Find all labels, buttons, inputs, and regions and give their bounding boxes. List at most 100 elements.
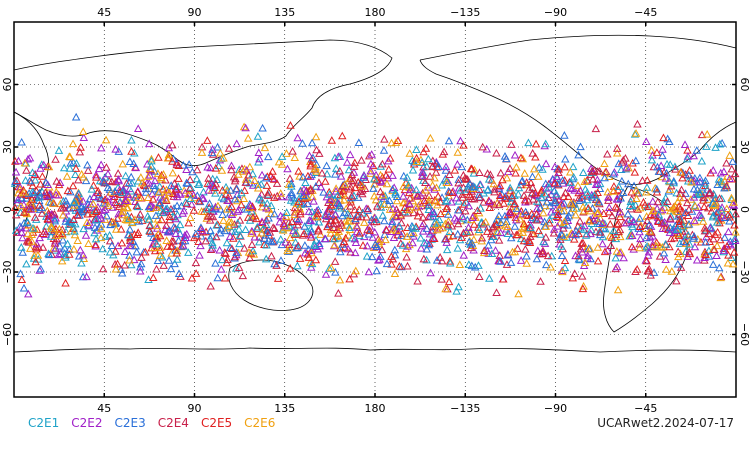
observation-marker <box>22 166 31 174</box>
observation-marker <box>17 243 26 251</box>
observation-marker <box>514 183 524 192</box>
observation-marker <box>369 174 379 183</box>
observation-marker <box>84 239 93 247</box>
observation-marker <box>474 261 483 269</box>
observation-marker <box>574 251 583 260</box>
observation-marker <box>405 149 414 157</box>
observation-marker <box>499 199 509 207</box>
observation-marker <box>114 175 123 183</box>
observation-marker <box>486 229 496 238</box>
observation-marker <box>284 240 294 248</box>
observation-marker <box>632 194 641 203</box>
observation-marker <box>338 131 347 140</box>
observation-marker <box>581 231 591 239</box>
observation-marker <box>657 218 667 227</box>
observation-marker <box>541 233 551 241</box>
observation-marker <box>134 176 143 185</box>
observation-marker <box>300 248 310 257</box>
observation-marker <box>153 214 163 223</box>
observation-marker <box>682 198 692 207</box>
observation-marker <box>381 235 390 244</box>
observation-marker <box>583 188 592 196</box>
observation-marker <box>612 144 622 152</box>
observation-marker <box>498 175 507 184</box>
observation-marker <box>83 200 93 208</box>
observation-marker <box>113 214 122 222</box>
observation-marker <box>330 257 340 265</box>
observation-marker <box>321 211 331 219</box>
bottom-lon-label: 180 <box>365 402 386 415</box>
observation-marker <box>631 156 641 165</box>
observation-marker <box>278 213 288 221</box>
observation-marker <box>205 233 215 242</box>
observation-marker <box>541 139 550 148</box>
observation-marker <box>730 220 739 229</box>
observation-marker <box>96 160 106 169</box>
observation-marker <box>716 273 725 282</box>
observation-marker <box>444 136 454 145</box>
observation-marker <box>230 194 240 203</box>
observation-marker <box>441 234 451 243</box>
observation-marker <box>456 185 465 194</box>
observation-marker <box>73 236 82 245</box>
observation-marker <box>619 253 628 262</box>
observation-marker <box>239 194 249 202</box>
observation-marker <box>321 177 330 185</box>
observation-marker <box>187 200 196 208</box>
coastline-antarctica <box>13 347 737 398</box>
observation-marker <box>293 261 302 270</box>
observation-marker <box>505 164 515 172</box>
bottom-lon-label: 45 <box>97 402 111 415</box>
observation-marker <box>116 224 126 233</box>
observation-marker <box>141 188 151 196</box>
observation-marker <box>534 172 543 180</box>
observation-marker <box>52 176 61 185</box>
observation-marker <box>468 213 477 222</box>
observation-marker <box>461 187 470 196</box>
observation-marker <box>584 204 593 212</box>
observation-marker <box>121 171 130 180</box>
observation-marker <box>494 256 503 265</box>
observation-marker <box>54 146 64 154</box>
observation-marker <box>404 180 413 189</box>
observation-marker <box>270 193 279 201</box>
observation-marker <box>333 231 343 239</box>
observation-marker <box>416 243 426 252</box>
observation-marker <box>162 221 171 229</box>
observation-marker <box>164 226 174 235</box>
observation-marker <box>405 205 414 214</box>
observation-marker <box>609 187 618 195</box>
observation-marker <box>397 262 406 271</box>
observation-marker <box>516 153 526 162</box>
observation-marker <box>168 157 177 165</box>
legend: C2E1 C2E2 C2E3 C2E4 C2E5 C2E6 <box>28 416 275 430</box>
observation-marker <box>399 191 408 200</box>
observation-marker <box>454 282 463 291</box>
observation-marker <box>730 169 740 178</box>
observation-marker <box>618 188 628 196</box>
observation-marker <box>553 179 562 188</box>
observation-marker <box>711 194 720 203</box>
observation-marker <box>296 186 305 195</box>
observation-marker <box>22 194 31 202</box>
observation-marker <box>714 174 724 183</box>
observation-marker <box>658 224 667 233</box>
observation-marker <box>182 165 191 173</box>
observation-marker <box>345 274 354 283</box>
observation-marker <box>379 146 389 154</box>
observation-marker <box>307 138 317 147</box>
observation-marker <box>580 221 589 230</box>
observation-marker <box>96 213 106 222</box>
observation-marker <box>385 205 395 213</box>
observation-marker <box>220 273 230 282</box>
observation-marker <box>623 179 633 188</box>
observation-marker <box>424 201 434 209</box>
observation-marker <box>243 133 253 142</box>
observation-marker <box>244 170 253 179</box>
observation-marker <box>681 189 690 197</box>
observation-marker <box>702 129 712 138</box>
right-lat-label: 30 <box>738 140 750 154</box>
observation-marker <box>202 204 211 213</box>
observation-marker <box>194 178 204 187</box>
observation-marker <box>294 241 303 250</box>
